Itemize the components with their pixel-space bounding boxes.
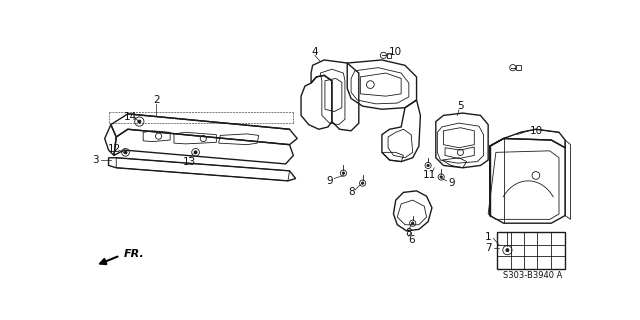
Circle shape (427, 164, 429, 167)
Text: 11: 11 (423, 171, 436, 180)
Text: S303-B3940 A: S303-B3940 A (504, 271, 563, 280)
Text: 14: 14 (124, 112, 137, 122)
Text: 2: 2 (153, 95, 159, 105)
Text: 7: 7 (485, 243, 492, 253)
Text: 1: 1 (485, 232, 492, 242)
Circle shape (342, 172, 344, 174)
Circle shape (194, 151, 197, 154)
Circle shape (124, 151, 127, 154)
Circle shape (506, 249, 509, 252)
Text: 13: 13 (183, 156, 196, 167)
Text: 12: 12 (108, 143, 120, 154)
Text: FR.: FR. (124, 249, 145, 259)
Text: 4: 4 (312, 47, 318, 57)
Text: 5: 5 (457, 101, 464, 111)
Text: 3: 3 (92, 155, 99, 165)
Circle shape (362, 182, 364, 184)
Text: 6: 6 (408, 235, 415, 245)
Text: 8: 8 (406, 228, 412, 238)
Circle shape (138, 120, 141, 123)
Circle shape (412, 222, 414, 224)
Circle shape (440, 176, 442, 178)
Text: 9: 9 (326, 176, 333, 186)
Text: 10: 10 (389, 47, 403, 57)
Text: 8: 8 (348, 188, 355, 197)
Text: 10: 10 (529, 126, 543, 136)
Text: 9: 9 (448, 178, 454, 188)
